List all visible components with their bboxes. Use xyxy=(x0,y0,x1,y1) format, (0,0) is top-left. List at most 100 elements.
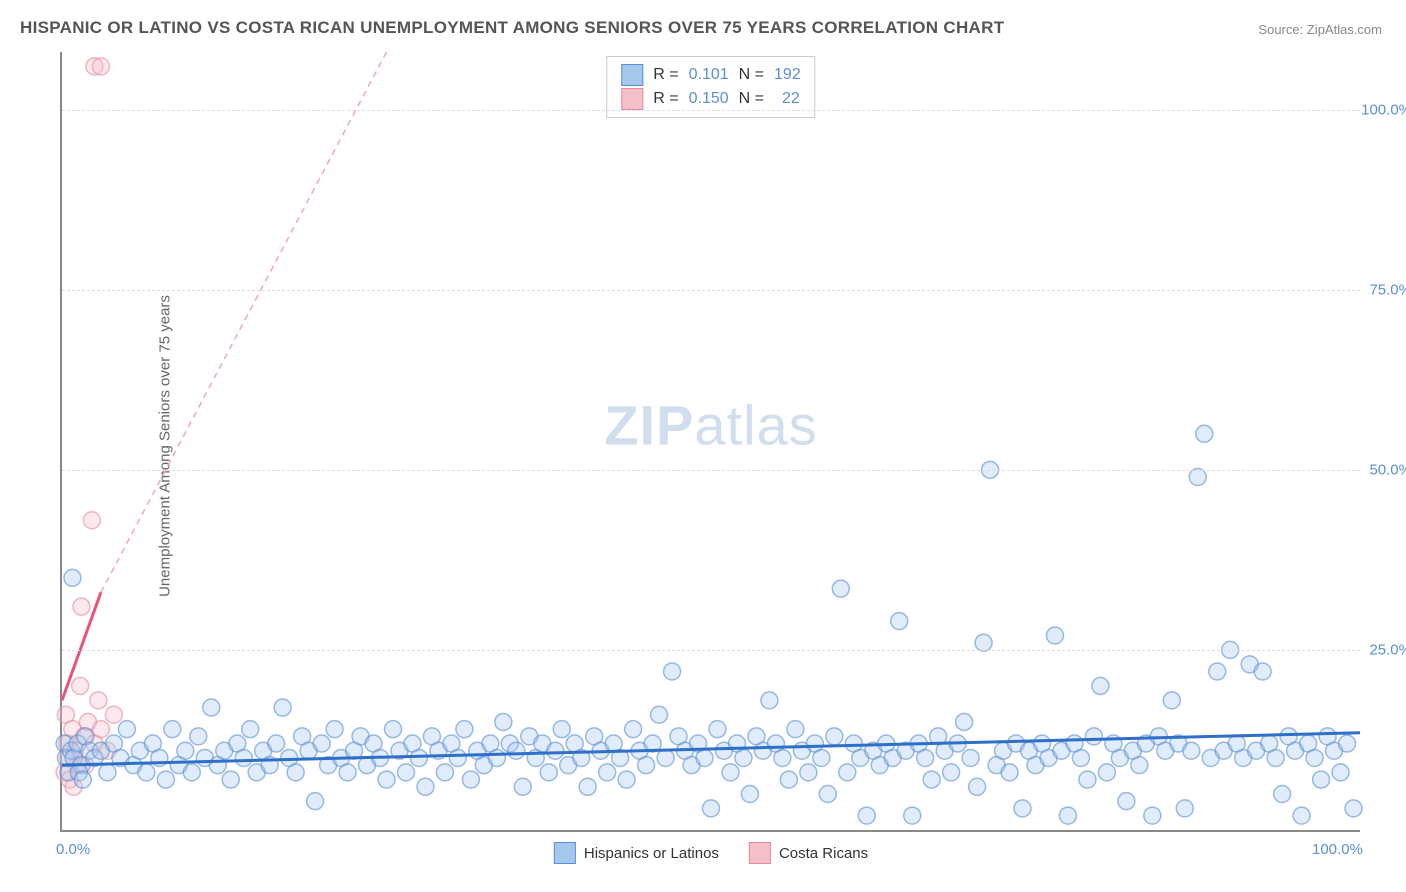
point-hispanic xyxy=(787,721,804,738)
point-hispanic xyxy=(456,721,473,738)
point-hispanic xyxy=(1176,800,1193,817)
point-hispanic xyxy=(813,749,830,766)
grid-line xyxy=(62,470,1360,471)
point-hispanic xyxy=(307,793,324,810)
grid-line xyxy=(62,290,1360,291)
point-hispanic xyxy=(703,800,720,817)
point-hispanic xyxy=(891,613,908,630)
point-hispanic xyxy=(1189,469,1206,486)
point-hispanic xyxy=(183,764,200,781)
point-hispanic xyxy=(1293,807,1310,824)
point-hispanic xyxy=(599,764,616,781)
point-hispanic xyxy=(774,749,791,766)
point-hispanic xyxy=(1092,677,1109,694)
point-hispanic xyxy=(1001,764,1018,781)
chart-title: HISPANIC OR LATINO VS COSTA RICAN UNEMPL… xyxy=(20,18,1004,38)
point-hispanic xyxy=(741,785,758,802)
point-hispanic xyxy=(417,778,434,795)
point-hispanic xyxy=(780,771,797,788)
point-hispanic xyxy=(800,764,817,781)
point-hispanic xyxy=(1339,735,1356,752)
point-hispanic xyxy=(904,807,921,824)
point-hispanic xyxy=(99,764,116,781)
point-hispanic xyxy=(410,749,427,766)
point-hispanic xyxy=(839,764,856,781)
point-hispanic xyxy=(547,742,564,759)
source-link[interactable]: ZipAtlas.com xyxy=(1307,22,1382,37)
trendline-costarican-dash xyxy=(101,52,387,592)
point-hispanic xyxy=(1345,800,1362,817)
point-hispanic xyxy=(1209,663,1226,680)
point-costarican xyxy=(83,512,100,529)
point-hispanic xyxy=(651,706,668,723)
point-hispanic xyxy=(943,764,960,781)
point-hispanic xyxy=(1014,800,1031,817)
point-hispanic xyxy=(826,728,843,745)
xtick-label: 100.0% xyxy=(1312,841,1363,858)
xtick-label: 0.0% xyxy=(56,841,90,858)
point-hispanic xyxy=(735,749,752,766)
point-hispanic xyxy=(709,721,726,738)
legend-label-costarican: Costa Ricans xyxy=(779,845,868,862)
swatch-bottom-hispanic xyxy=(554,842,576,864)
point-hispanic xyxy=(1332,764,1349,781)
point-costarican xyxy=(105,706,122,723)
legend-item-hispanic: Hispanics or Latinos xyxy=(554,842,719,864)
point-hispanic xyxy=(1163,692,1180,709)
point-hispanic xyxy=(832,580,849,597)
point-hispanic xyxy=(638,757,655,774)
point-hispanic xyxy=(819,785,836,802)
point-hispanic xyxy=(579,778,596,795)
point-hispanic xyxy=(242,721,259,738)
point-hispanic xyxy=(164,721,181,738)
point-hispanic xyxy=(1144,807,1161,824)
point-hispanic xyxy=(495,713,512,730)
plot-area: ZIPatlas R = 0.101 N = 192 R = 0.150 N =… xyxy=(60,52,1360,832)
point-costarican xyxy=(72,677,89,694)
point-costarican xyxy=(92,58,109,75)
point-hispanic xyxy=(436,764,453,781)
point-hispanic xyxy=(1183,742,1200,759)
series-legend: Hispanics or Latinos Costa Ricans xyxy=(554,842,868,864)
point-hispanic xyxy=(313,735,330,752)
chart-canvas xyxy=(62,52,1360,830)
point-hispanic xyxy=(722,764,739,781)
point-hispanic xyxy=(287,764,304,781)
point-hispanic xyxy=(1118,793,1135,810)
point-hispanic xyxy=(1306,749,1323,766)
point-hispanic xyxy=(268,735,285,752)
point-hispanic xyxy=(1131,757,1148,774)
point-hispanic xyxy=(157,771,174,788)
point-hispanic xyxy=(488,749,505,766)
point-costarican xyxy=(73,598,90,615)
point-hispanic xyxy=(618,771,635,788)
point-costarican xyxy=(90,692,107,709)
point-hispanic xyxy=(696,749,713,766)
point-hispanic xyxy=(514,778,531,795)
point-hispanic xyxy=(462,771,479,788)
point-hispanic xyxy=(1267,749,1284,766)
point-hispanic xyxy=(1196,425,1213,442)
point-hispanic xyxy=(74,771,91,788)
point-hispanic xyxy=(64,569,81,586)
ytick-label: 100.0% xyxy=(1361,101,1406,118)
point-hispanic xyxy=(508,742,525,759)
point-hispanic xyxy=(384,721,401,738)
point-hispanic xyxy=(1254,663,1271,680)
ytick-label: 25.0% xyxy=(1369,641,1406,658)
point-hispanic xyxy=(1059,807,1076,824)
grid-line xyxy=(62,650,1360,651)
point-hispanic xyxy=(657,749,674,766)
point-hispanic xyxy=(553,721,570,738)
point-hispanic xyxy=(326,721,343,738)
point-hispanic xyxy=(235,749,252,766)
legend-label-hispanic: Hispanics or Latinos xyxy=(584,845,719,862)
point-hispanic xyxy=(138,764,155,781)
point-hispanic xyxy=(956,713,973,730)
point-hispanic xyxy=(378,771,395,788)
point-hispanic xyxy=(858,807,875,824)
point-hispanic xyxy=(761,692,778,709)
point-hispanic xyxy=(1072,749,1089,766)
ytick-label: 75.0% xyxy=(1369,281,1406,298)
point-costarican xyxy=(92,721,109,738)
